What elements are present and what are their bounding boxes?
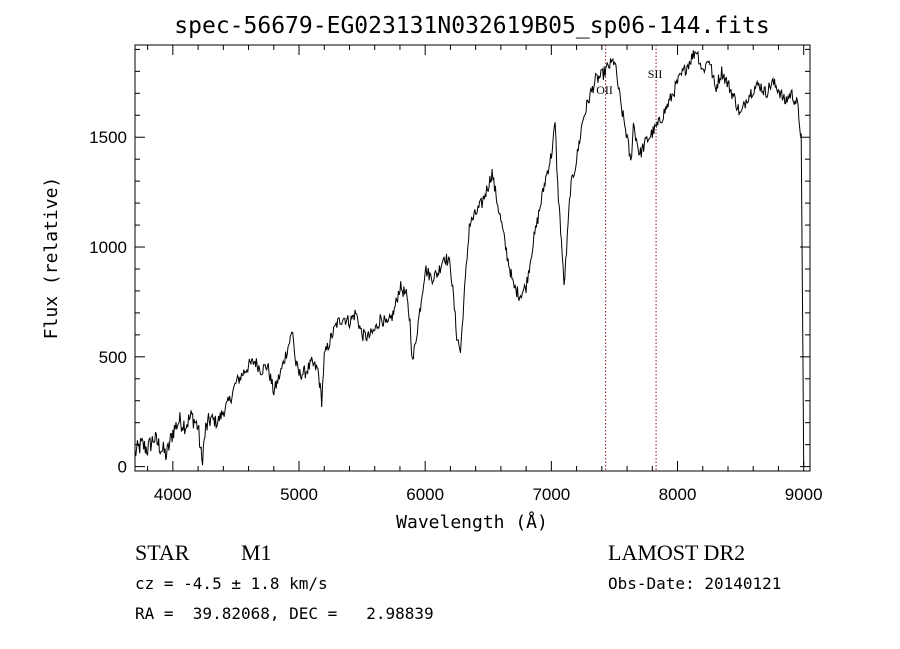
axis-ticks: 4000 5000 6000 7000 8000 9000 0 500 1000 1500	[89, 45, 823, 504]
y-tick-label: 0	[118, 458, 127, 477]
object-subclass: M1	[241, 540, 272, 565]
chart-title: spec-56679-EG023131N032619B05_sp06-144.f…	[174, 13, 769, 39]
plot-frame	[134, 44, 811, 472]
x-tick-label: 6000	[406, 485, 444, 504]
x-tick-label: 7000	[532, 485, 570, 504]
y-axis-label: Flux (relative)	[41, 177, 62, 340]
x-tick-label: 9000	[785, 485, 823, 504]
x-tick-label: 8000	[659, 485, 697, 504]
object-class: STAR	[135, 540, 190, 565]
spectrum-line	[134, 50, 805, 467]
annotation-label: SII	[648, 67, 663, 81]
x-axis-label: Wavelength (Å)	[396, 511, 548, 533]
annotation-label: OII	[596, 83, 613, 97]
coordinates: RA = 39.82068, DEC = 2.98839	[135, 604, 434, 623]
y-tick-label: 500	[99, 348, 127, 367]
y-tick-label: 1500	[89, 128, 127, 147]
survey-name: LAMOST DR2	[608, 540, 746, 565]
obs-date: Obs-Date: 20140121	[608, 574, 782, 593]
x-tick-label: 5000	[280, 485, 318, 504]
x-tick-label: 4000	[154, 485, 192, 504]
line-annotations: OII SII	[596, 45, 662, 471]
y-tick-label: 1000	[89, 238, 127, 257]
cz-value: cz = -4.5 ± 1.8 km/s	[135, 574, 328, 593]
